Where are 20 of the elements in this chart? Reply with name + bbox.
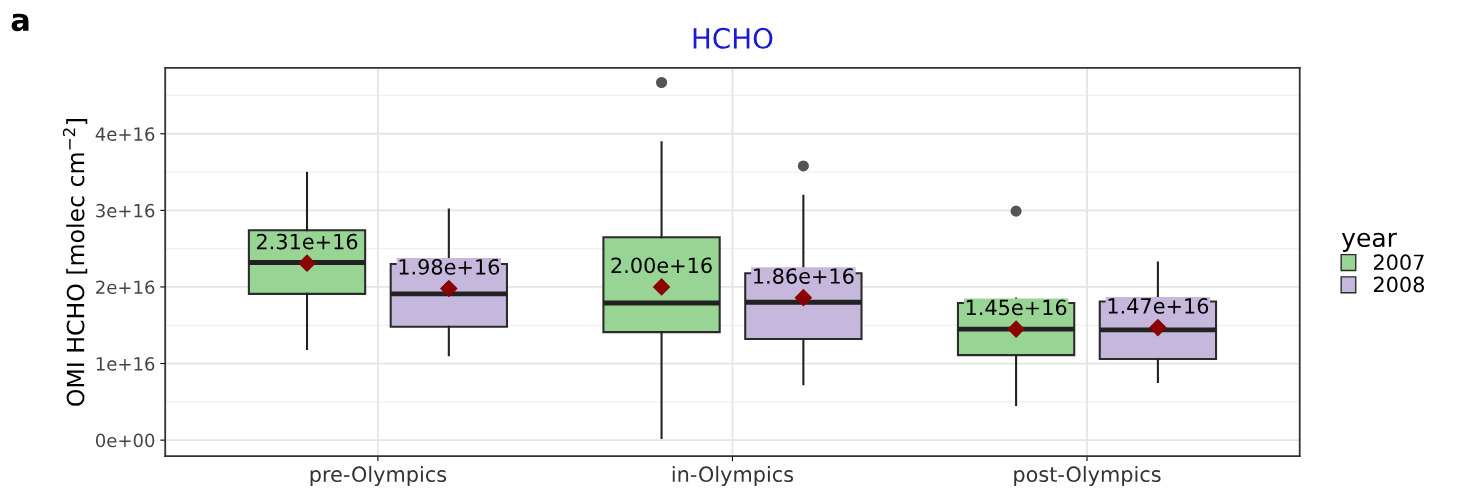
y-tick-label: 0e+00 (95, 433, 155, 448)
text: 1.98e+16 (399, 258, 500, 275)
chart-title: HCHO (693, 27, 773, 49)
y-tick-label: 1e+16 (96, 357, 155, 371)
y-tick-label: 3e+16 (96, 203, 155, 218)
legend-label: 2007 (1373, 254, 1424, 271)
legend-label: 2008 (1373, 276, 1424, 293)
y-axis-title: OMI HCHO [molec cm$^{−2}$] (62, 119, 88, 406)
text: 1.86e+16 (754, 268, 854, 284)
text: a (11, 13, 29, 32)
y-tick-label: 2e+16 (96, 280, 155, 295)
text: 2.00e+16 (611, 257, 712, 274)
x-tick-label: pre-Olympics (310, 465, 447, 487)
text: 1.45e+16 (966, 299, 1067, 316)
text: 2.31e+16 (256, 233, 358, 250)
x-tick-label: post-Olympics (1014, 465, 1161, 487)
x-tick-label: in-Olympics (672, 465, 794, 487)
text: 1.47e+16 (1108, 298, 1209, 314)
legend-title: year (1341, 232, 1397, 252)
y-tick-label: 4e+16 (95, 127, 155, 141)
